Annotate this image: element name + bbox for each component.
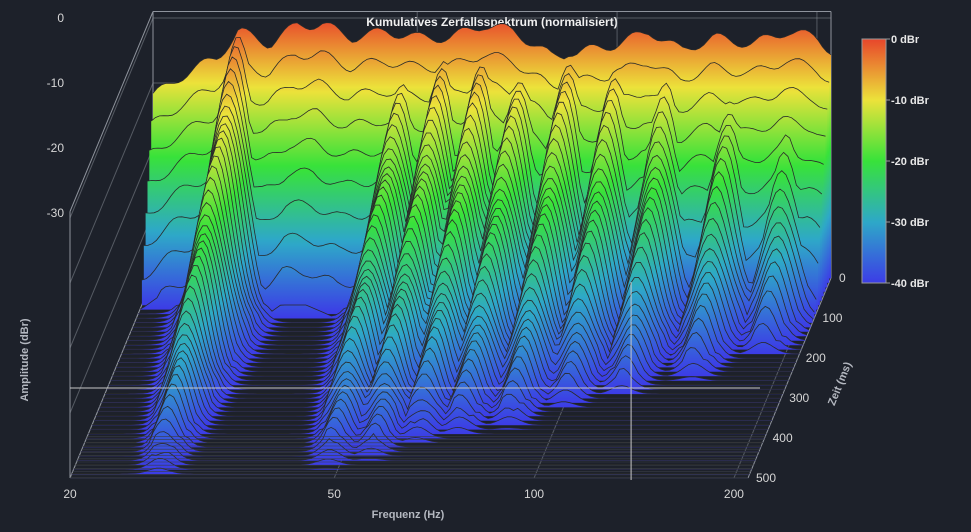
decay-slice-line <box>92 357 771 426</box>
colorbar-label: -20 dBr <box>891 156 930 168</box>
decay-slice-line <box>143 80 823 246</box>
decay-slice-line <box>134 130 813 323</box>
decay-slice-fill <box>75 452 754 466</box>
z-tick-label: 0 <box>839 271 846 285</box>
grid-line <box>69 82 154 284</box>
decay-slice-line <box>116 233 795 368</box>
z-tick-label: 300 <box>789 391 809 405</box>
decay-slice-fill <box>101 310 780 403</box>
x-axis-title: Frequenz (Hz) <box>372 509 445 521</box>
decay-slice-fill <box>105 286 783 395</box>
grid-line <box>69 17 154 219</box>
colorbar-label: -30 dBr <box>891 217 930 229</box>
decay-slice-line <box>97 334 776 412</box>
y-tick-label: -30 <box>47 206 65 220</box>
decay-slice-line <box>129 155 808 337</box>
z-tick-label: 400 <box>773 431 793 445</box>
decay-slice-line <box>130 146 810 332</box>
decay-slice-line <box>112 247 791 377</box>
grid-line <box>69 147 154 349</box>
decay-slice-fill <box>103 298 782 399</box>
x-tick-label: 200 <box>724 487 744 501</box>
decay-slice-line <box>90 364 769 430</box>
decay-slice-line <box>114 240 793 372</box>
decay-slice-line <box>75 451 754 466</box>
decay-slice-line <box>150 36 830 122</box>
decay-slice-line <box>101 310 780 403</box>
waterfall-surface <box>70 22 832 480</box>
colorbar-label: -40 dBr <box>891 278 930 290</box>
decay-slice-line <box>108 265 787 386</box>
decay-slice-line <box>94 350 772 421</box>
decay-slice-line <box>73 457 752 470</box>
y-tick-label: -10 <box>47 76 65 90</box>
decay-slice-line <box>99 322 778 408</box>
decay-slice-line <box>118 225 796 363</box>
z-tick-label: 100 <box>822 311 842 325</box>
decay-slice-fill <box>106 275 785 390</box>
decay-slice-line <box>123 189 802 350</box>
decay-slice-line <box>125 176 804 346</box>
colorbar-labels: 0 dBr -10 dBr -20 dBr -30 dBr -40 dBr <box>886 34 930 290</box>
decay-slice-fill <box>71 468 750 475</box>
colorbar-label: 0 dBr <box>891 34 920 46</box>
colorbar-label: -10 dBr <box>891 95 930 107</box>
decay-slice-line <box>106 274 785 390</box>
z-tick-label: 500 <box>756 471 776 485</box>
frame-line <box>69 11 154 212</box>
decay-slice-line <box>86 383 765 439</box>
y-tick-label: -20 <box>47 141 65 155</box>
decay-slice-line <box>127 165 806 341</box>
axes: 20 50 100 200 0 -10 -20 -30 0 100 200 300 400 500 <box>47 11 846 501</box>
decay-slice-line <box>149 46 828 151</box>
decay-slice-line <box>82 405 761 448</box>
decay-slice-line <box>119 214 798 359</box>
x-tick-label: 50 <box>328 487 342 501</box>
x-tick-label: 20 <box>63 487 77 501</box>
decay-slice-line <box>121 202 800 354</box>
decay-slice-line <box>71 467 750 474</box>
z-tick-label: 200 <box>806 351 826 365</box>
decay-slice-line <box>103 297 782 399</box>
z-axis-title: Zeit (ms) <box>826 360 854 407</box>
decay-slice-line <box>84 393 763 443</box>
decay-slice-line <box>145 68 824 214</box>
decay-slice-line <box>152 22 832 94</box>
decay-slice-line <box>132 137 811 328</box>
decay-slice-line <box>147 56 826 182</box>
decay-slice-line <box>110 255 789 381</box>
x-tick-label: 100 <box>524 487 544 501</box>
colorbar <box>861 38 887 284</box>
frame-line <box>747 277 832 479</box>
decay-slice-line <box>77 442 756 461</box>
y-axis-title: Amplitude (dBr) <box>19 318 31 401</box>
decay-slice-line <box>105 285 783 394</box>
y-tick-label: 0 <box>57 11 64 25</box>
decay-slice-line <box>88 374 767 434</box>
grid-line <box>69 277 154 479</box>
grid-line <box>69 212 154 414</box>
